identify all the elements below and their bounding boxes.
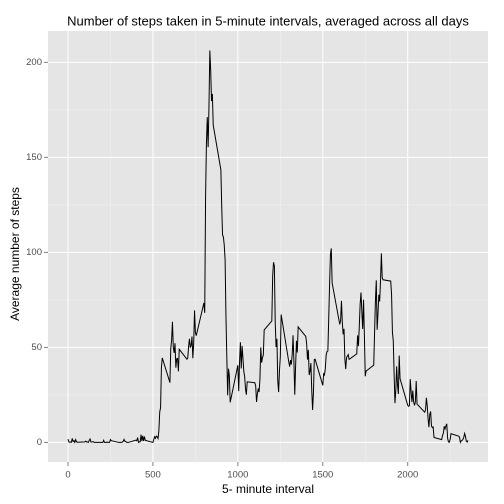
y-tick-label: 100 bbox=[26, 247, 42, 258]
chart-title: Number of steps taken in 5-minute interv… bbox=[67, 13, 469, 28]
x-tick-label: 2000 bbox=[397, 470, 418, 481]
x-axis-label: 5- minute interval bbox=[222, 482, 314, 496]
x-tick-label: 0 bbox=[65, 470, 70, 481]
y-tick-label: 200 bbox=[26, 57, 42, 68]
data-line bbox=[67, 50, 469, 444]
x-tick-label: 1000 bbox=[227, 470, 248, 481]
x-tick-label: 1500 bbox=[312, 470, 333, 481]
y-axis-label: Average number of steps bbox=[8, 187, 22, 321]
y-tick-label: 150 bbox=[26, 152, 42, 163]
plot-panel bbox=[48, 31, 488, 462]
x-tick-label: 500 bbox=[145, 470, 161, 481]
y-tick-label: 50 bbox=[31, 342, 42, 353]
y-tick-label: 0 bbox=[37, 437, 42, 448]
